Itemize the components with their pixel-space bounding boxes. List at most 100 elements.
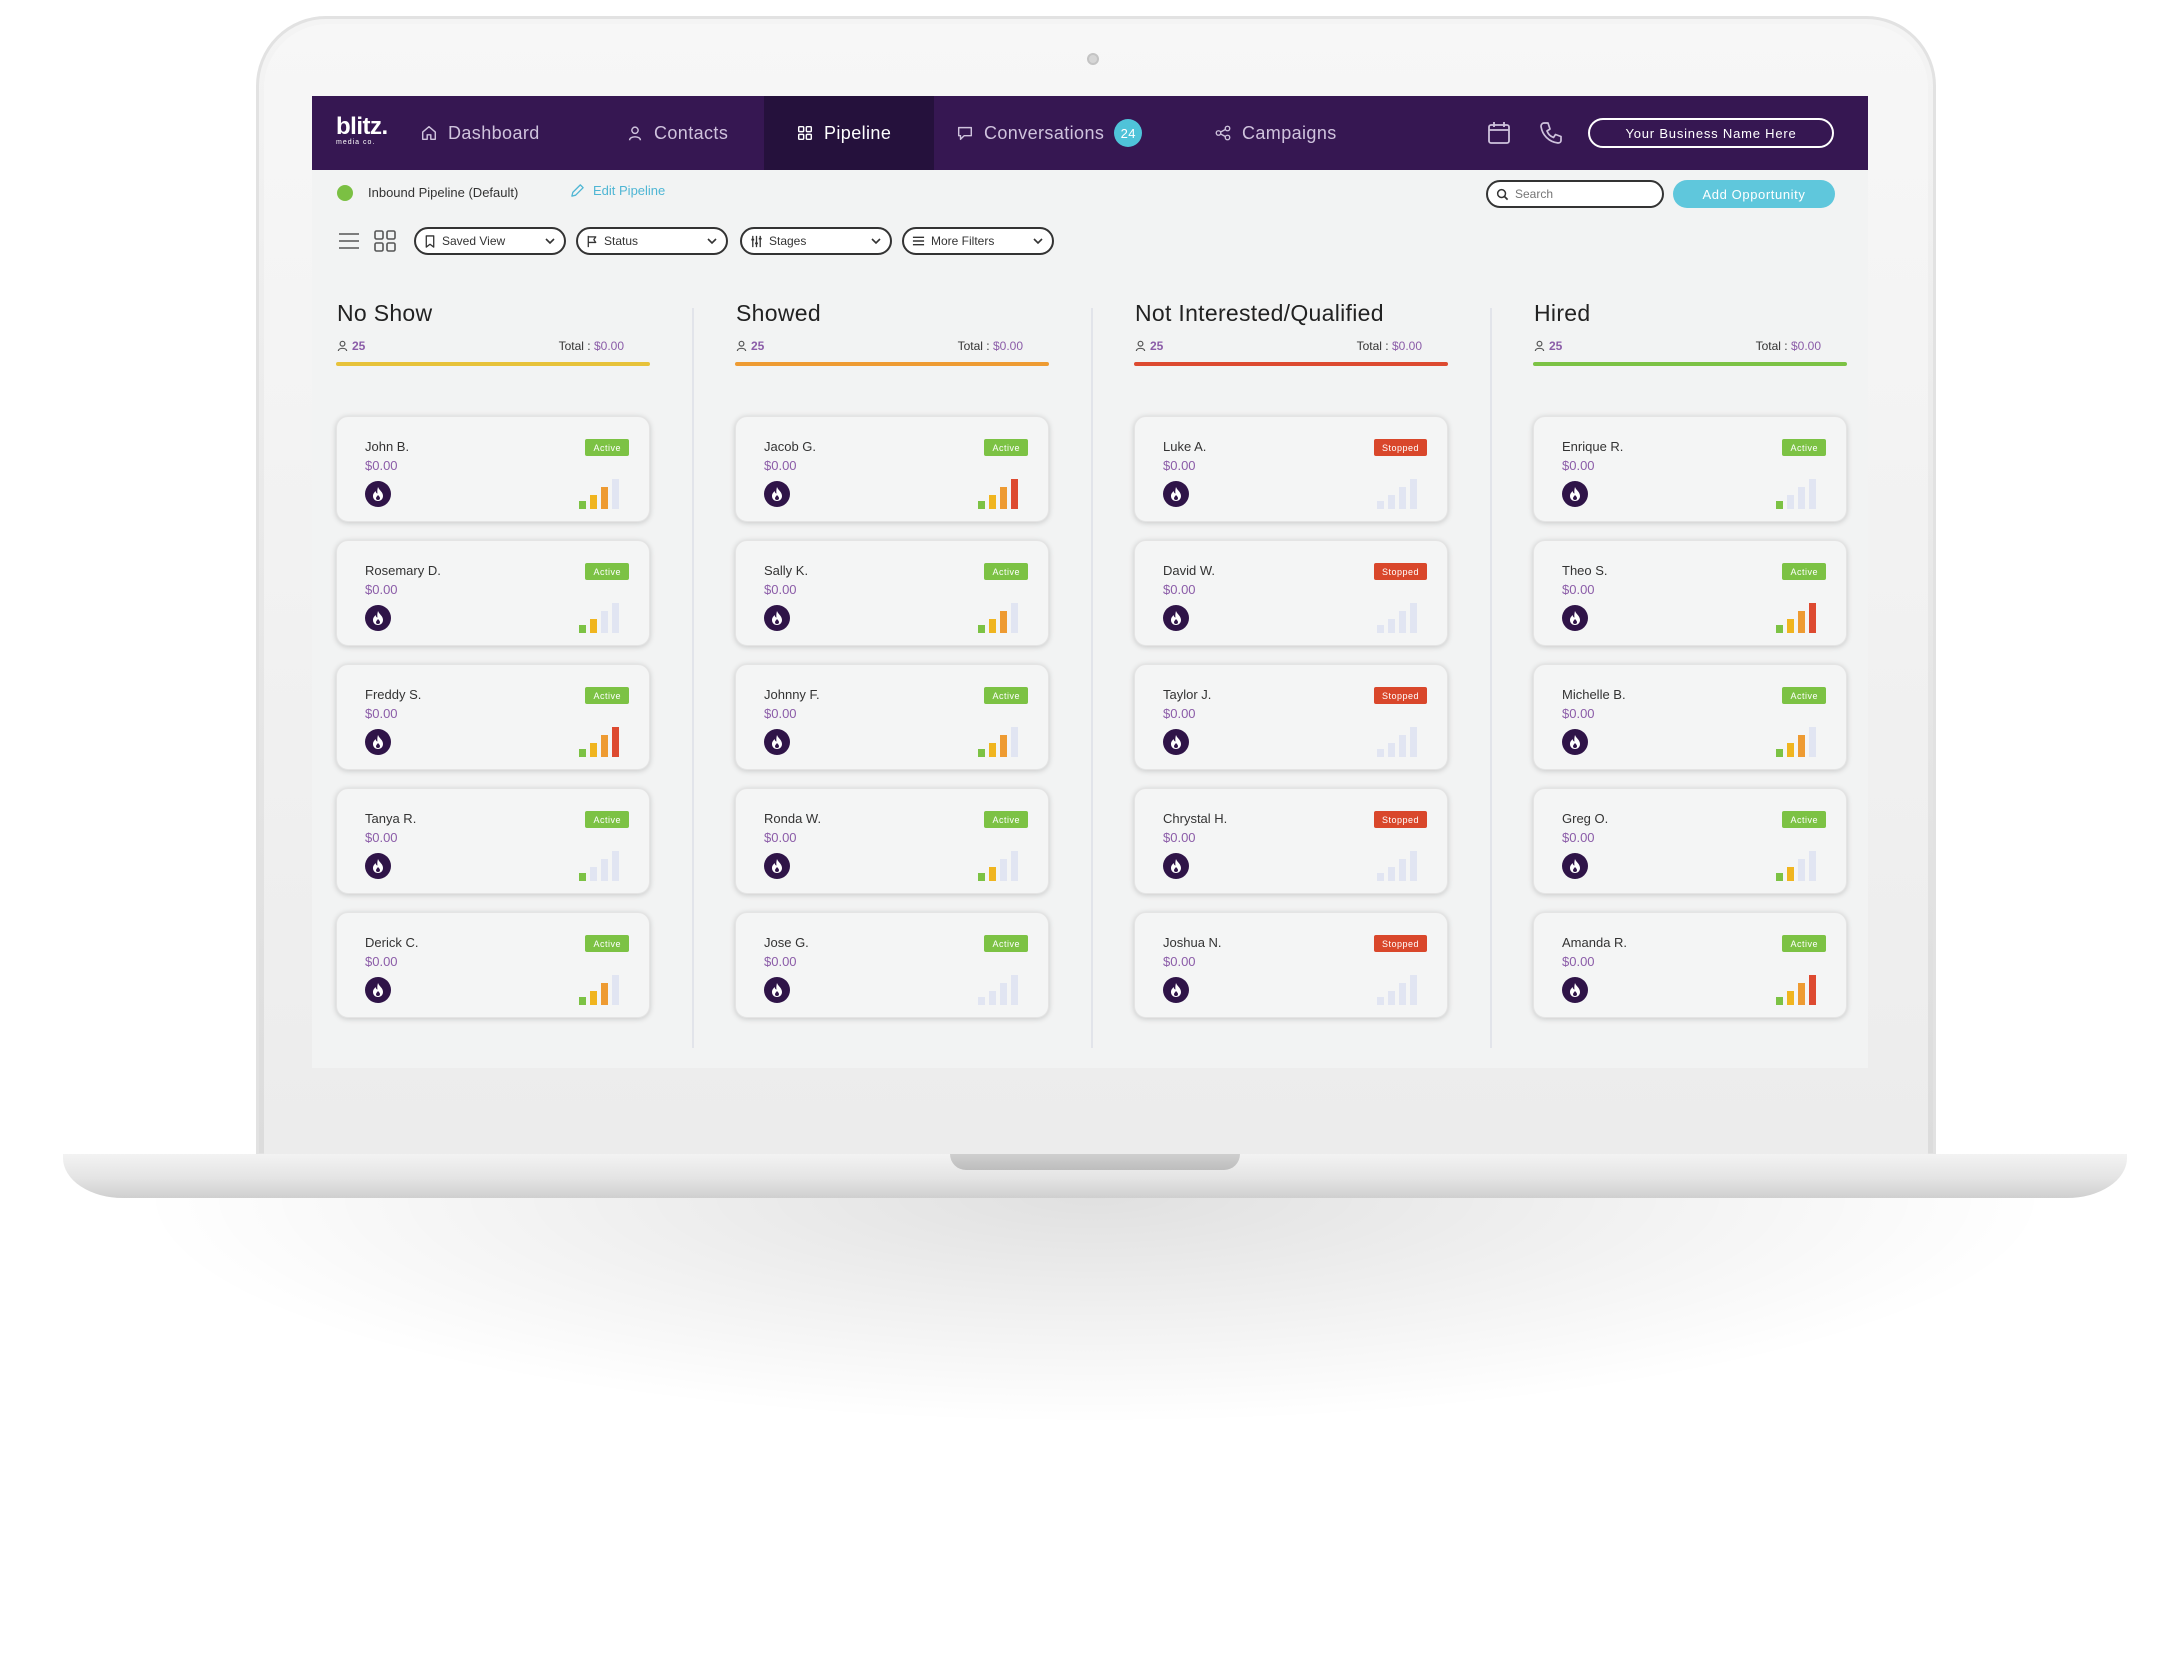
flame-icon[interactable]	[365, 729, 391, 755]
flame-icon[interactable]	[1562, 605, 1588, 631]
score-bar	[1000, 983, 1007, 1005]
flame-icon[interactable]	[1163, 977, 1189, 1003]
lead-score-bars	[579, 727, 619, 757]
opportunity-card[interactable]: Taylor J. $0.00 Stopped	[1134, 664, 1448, 770]
column-total-value: $0.00	[1391, 339, 1422, 353]
score-bar	[1000, 487, 1007, 509]
score-bar	[978, 997, 985, 1005]
opportunity-card[interactable]: Derick C. $0.00 Active	[336, 912, 650, 1018]
opportunity-card[interactable]: Ronda W. $0.00 Active	[735, 788, 1049, 894]
nav-contacts[interactable]: Contacts	[626, 96, 728, 170]
opportunity-card[interactable]: John B. $0.00 Active	[336, 416, 650, 522]
flame-icon[interactable]	[764, 481, 790, 507]
app-screen: blitz. media co. Dashboard Contacts Pipe…	[312, 96, 1868, 1068]
opportunity-card[interactable]: David W. $0.00 Stopped	[1134, 540, 1448, 646]
nav-dashboard[interactable]: Dashboard	[420, 96, 540, 170]
nav-conversations[interactable]: Conversations 24	[956, 96, 1143, 170]
score-bar	[1377, 501, 1384, 509]
score-bar	[601, 487, 608, 509]
logo[interactable]: blitz. media co.	[336, 115, 388, 147]
flame-icon[interactable]	[764, 729, 790, 755]
flame-icon[interactable]	[365, 977, 391, 1003]
flame-icon[interactable]	[764, 605, 790, 631]
score-bar	[590, 495, 597, 509]
more-filters[interactable]: More Filters	[902, 227, 1054, 255]
opportunity-card[interactable]: Johnny F. $0.00 Active	[735, 664, 1049, 770]
flame-icon[interactable]	[1562, 481, 1588, 507]
flame-icon[interactable]	[764, 977, 790, 1003]
flame-icon[interactable]	[1163, 729, 1189, 755]
column-title: Not Interested/Qualified	[1135, 300, 1384, 326]
stages-filter[interactable]: Stages	[740, 227, 892, 255]
flame-icon[interactable]	[1163, 605, 1189, 631]
opportunity-card[interactable]: Sally K. $0.00 Active	[735, 540, 1049, 646]
score-bar	[1410, 975, 1417, 1005]
business-name-button[interactable]: Your Business Name Here	[1588, 118, 1834, 148]
grid-view-icon[interactable]	[372, 228, 398, 254]
column-count-value: 25	[1150, 339, 1164, 353]
card-amount: $0.00	[1562, 830, 1595, 845]
card-amount: $0.00	[1163, 954, 1196, 969]
opportunity-card[interactable]: Jacob G. $0.00 Active	[735, 416, 1049, 522]
pipeline-name[interactable]: Inbound Pipeline (Default)	[368, 185, 519, 200]
opportunity-card[interactable]: Rosemary D. $0.00 Active	[336, 540, 650, 646]
home-icon	[421, 125, 437, 141]
flame-icon[interactable]	[1562, 729, 1588, 755]
nav-campaigns[interactable]: Campaigns	[1214, 96, 1337, 170]
score-bar	[978, 625, 985, 633]
nav-pipeline[interactable]: Pipeline	[764, 96, 934, 170]
opportunity-card[interactable]: Jose G. $0.00 Active	[735, 912, 1049, 1018]
flame-icon[interactable]	[1163, 853, 1189, 879]
flame-shape	[373, 487, 383, 501]
nav-campaigns-label: Campaigns	[1242, 122, 1337, 143]
opportunity-card[interactable]: Amanda R. $0.00 Active	[1533, 912, 1847, 1018]
phone-icon[interactable]	[1538, 120, 1564, 146]
search-box[interactable]	[1486, 180, 1664, 208]
status-filter[interactable]: Status	[576, 227, 728, 255]
flame-icon[interactable]	[365, 481, 391, 507]
flame-icon[interactable]	[1163, 481, 1189, 507]
saved-view-filter[interactable]: Saved View	[414, 227, 566, 255]
lead-score-bars	[579, 603, 619, 633]
card-amount: $0.00	[1163, 706, 1196, 721]
top-nav: blitz. media co. Dashboard Contacts Pipe…	[312, 96, 1868, 170]
score-bar	[1798, 983, 1805, 1005]
score-bar	[1798, 735, 1805, 757]
list-view-icon[interactable]	[336, 228, 362, 254]
score-bar	[1377, 625, 1384, 633]
flame-icon[interactable]	[764, 853, 790, 879]
flame-shape	[1570, 611, 1580, 625]
card-amount: $0.00	[1562, 706, 1595, 721]
column-count: 25	[1135, 339, 1163, 353]
opportunity-card[interactable]: Luke A. $0.00 Stopped	[1134, 416, 1448, 522]
opportunity-card[interactable]: Tanya R. $0.00 Active	[336, 788, 650, 894]
search-input[interactable]	[1515, 187, 1645, 201]
flame-icon[interactable]	[1562, 853, 1588, 879]
edit-pipeline-link[interactable]: Edit Pipeline	[570, 183, 665, 198]
add-opportunity-button[interactable]: Add Opportunity	[1673, 180, 1835, 208]
column-total: Total : $0.00	[958, 339, 1023, 353]
calendar-icon[interactable]	[1486, 120, 1512, 146]
pipeline-status-dot	[337, 185, 353, 201]
column-total-label: Total :	[957, 339, 990, 353]
opportunity-card[interactable]: Greg O. $0.00 Active	[1533, 788, 1847, 894]
status-badge: Active	[585, 811, 629, 828]
flame-icon[interactable]	[365, 853, 391, 879]
flame-icon[interactable]	[365, 605, 391, 631]
flame-icon[interactable]	[1562, 977, 1588, 1003]
opportunity-card[interactable]: Theo S. $0.00 Active	[1533, 540, 1847, 646]
score-bar	[1388, 743, 1395, 757]
flame-shape	[1570, 735, 1580, 749]
opportunity-card[interactable]: Chrystal H. $0.00 Stopped	[1134, 788, 1448, 894]
grid-icon	[797, 125, 813, 141]
opportunity-card[interactable]: Enrique R. $0.00 Active	[1533, 416, 1847, 522]
lead-score-bars	[579, 479, 619, 509]
score-bar	[1787, 619, 1794, 633]
opportunity-card[interactable]: Joshua N. $0.00 Stopped	[1134, 912, 1448, 1018]
opportunity-card[interactable]: Michelle B. $0.00 Active	[1533, 664, 1847, 770]
status-badge: Active	[984, 687, 1028, 704]
score-bar	[590, 619, 597, 633]
card-contact-name: Sally K.	[764, 563, 809, 578]
score-bar	[1809, 603, 1816, 633]
opportunity-card[interactable]: Freddy S. $0.00 Active	[336, 664, 650, 770]
